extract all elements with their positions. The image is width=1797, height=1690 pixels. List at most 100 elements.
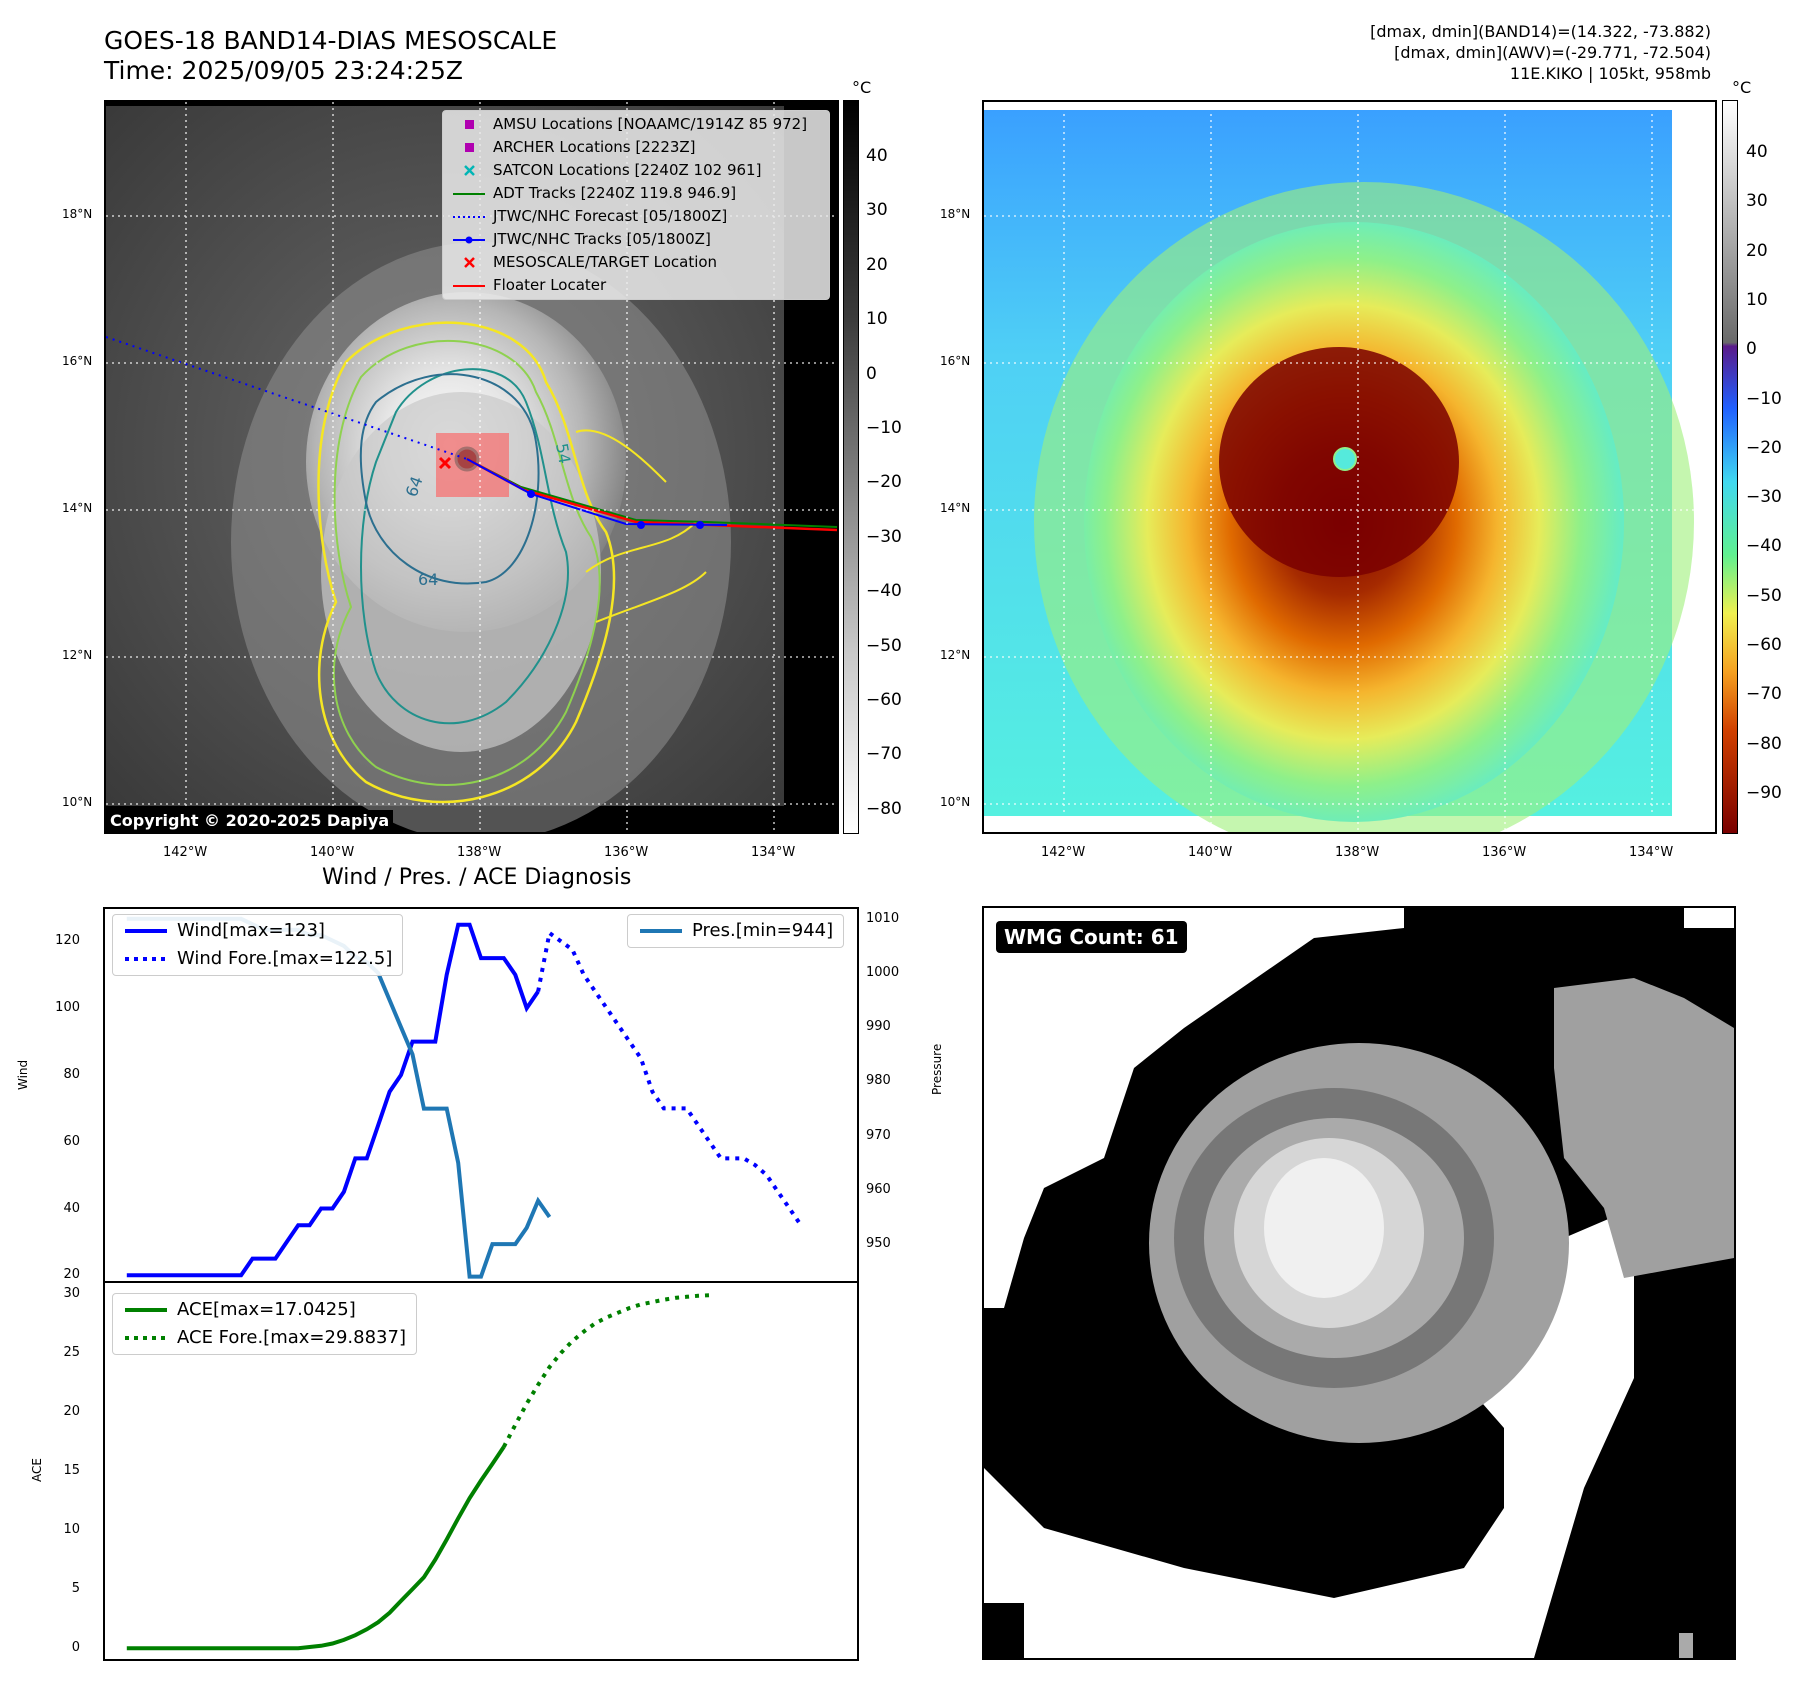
series-line-1	[536, 929, 803, 1227]
y-tick-label: 10	[63, 1522, 80, 1538]
y-tick-label: 80	[63, 1066, 80, 1082]
colorbar-tick-label: −80	[866, 798, 902, 819]
legend-item-satcon: SATCON Locations [2240Z 102 961]	[443, 159, 829, 182]
pressure-legend: Pres.[min=944]	[627, 914, 845, 948]
colorbar-tick-label: 0	[1746, 339, 1757, 360]
legend-wind: Wind[max=123]	[113, 917, 402, 945]
colorbar-tick-label: −40	[1746, 536, 1782, 557]
colorbar-tick-label: −10	[1746, 388, 1782, 409]
colorbar-unit: °C	[1732, 78, 1752, 97]
ace-series-line-1	[502, 1293, 710, 1448]
lon-label: 136°W	[1482, 845, 1527, 860]
legend-pressure: Pres.[min=944]	[628, 917, 843, 945]
dotted-line-icon	[453, 216, 485, 218]
y-tick-label: 1010	[866, 910, 900, 926]
colorbar-tick-label: 10	[866, 309, 888, 330]
colorbar-tick-label: −80	[1746, 733, 1782, 754]
colorbar-tick-label: −40	[866, 581, 902, 602]
band14-range: [dmax, dmin](BAND14)=(14.322, -73.882)	[1370, 22, 1711, 41]
x-marker-icon	[464, 257, 475, 268]
legend-item-archer: ARCHER Locations [2223Z]	[443, 136, 829, 159]
ir-colorbar	[843, 100, 859, 834]
line-icon	[453, 193, 485, 195]
colorbar-tick-label: −60	[1746, 635, 1782, 655]
lon-label: 134°W	[1629, 845, 1674, 860]
wmg-panel	[982, 906, 1736, 1660]
lon-label: 138°W	[457, 845, 502, 860]
colorbar-tick-label: −20	[1746, 437, 1782, 458]
y-tick-label: 0	[71, 1640, 80, 1656]
y-tick-label: 25	[63, 1344, 80, 1360]
x-marker-icon	[464, 165, 475, 176]
lon-label: 134°W	[751, 845, 796, 860]
y-tick-label: 15	[63, 1463, 80, 1478]
legend-item-adt: ADT Tracks [2240Z 119.8 946.9]	[443, 182, 829, 205]
y-tick-label: 980	[866, 1073, 891, 1089]
product-title: GOES-18 BAND14-DIAS MESOSCALE	[104, 26, 558, 55]
y-tick-label: 20	[63, 1267, 80, 1283]
wind-axis-label: Wind	[16, 1059, 30, 1090]
line-dot-icon	[453, 236, 485, 244]
lat-label: 18°N	[62, 207, 93, 221]
legend-item-forecast: JTWC/NHC Forecast [05/1800Z]	[443, 205, 829, 228]
dotted-line-icon	[125, 1336, 167, 1340]
lat-label: 18°N	[940, 207, 971, 221]
lat-label: 12°N	[940, 648, 971, 662]
y-tick-label: 970	[866, 1127, 891, 1143]
line-icon	[125, 1308, 167, 1312]
lat-label: 14°N	[62, 501, 93, 515]
legend-ace-forecast: ACE Fore.[max=29.8837]	[113, 1324, 416, 1352]
contour-label: 54	[552, 441, 575, 466]
wind-legend: Wind[max=123] Wind Fore.[max=122.5]	[112, 914, 404, 976]
colorbar-tick-label: 40	[866, 146, 888, 166]
y-tick-label: 60	[63, 1133, 80, 1149]
awv-colorbar	[1722, 100, 1738, 834]
colorbar-tick-label: −50	[866, 635, 902, 656]
lon-label: 142°W	[163, 845, 208, 860]
y-tick-label: 20	[63, 1403, 80, 1419]
line-icon	[453, 285, 485, 287]
line-icon	[640, 929, 682, 933]
square-marker-icon	[465, 143, 474, 152]
colorbar-tick-label: −10	[866, 418, 902, 438]
legend-item-amsu: AMSU Locations [NOAAMC/1914Z 85 972]	[443, 113, 829, 136]
lat-label: 10°N	[940, 795, 971, 809]
y-tick-label: 5	[71, 1581, 80, 1597]
lon-label: 142°W	[1041, 845, 1086, 860]
lat-label: 10°N	[62, 795, 93, 809]
colorbar-tick-label: 20	[1746, 240, 1768, 261]
y-tick-label: 30	[63, 1285, 80, 1301]
pressure-axis-label: Pressure	[930, 1043, 944, 1095]
colorbar-tick-label: 30	[866, 200, 888, 221]
y-tick-label: 960	[866, 1181, 891, 1197]
colorbar-tick-label: −60	[866, 690, 902, 710]
legend-ace: ACE[max=17.0425]	[113, 1296, 416, 1324]
lon-label: 140°W	[1188, 845, 1233, 860]
lon-label: 138°W	[1335, 845, 1380, 860]
colorbar-tick-label: 20	[866, 254, 888, 275]
series-line-0	[126, 922, 540, 1278]
legend-item-floater: Floater Locater	[443, 274, 829, 297]
awv-enhanced-map	[982, 100, 1717, 834]
lon-label: 140°W	[310, 845, 355, 860]
product-time: Time: 2025/09/05 23:24:25Z	[104, 56, 463, 85]
colorbar-tick-label: −30	[866, 526, 902, 547]
legend-item-target: MESOSCALE/TARGET Location	[443, 251, 829, 274]
lat-label: 16°N	[62, 354, 93, 368]
lat-label: 12°N	[62, 648, 93, 662]
lat-label: 14°N	[940, 501, 971, 515]
colorbar-unit: °C	[852, 78, 872, 97]
ace-series-line-0	[126, 1445, 506, 1651]
storm-info: 11E.KIKO | 105kt, 958mb	[1509, 64, 1711, 83]
wmg-count-badge: WMG Count: 61	[996, 921, 1187, 953]
line-icon	[125, 929, 167, 933]
awv-range: [dmax, dmin](AWV)=(-29.771, -72.504)	[1394, 43, 1711, 62]
y-tick-label: 100	[55, 1000, 80, 1016]
ace-legend: ACE[max=17.0425] ACE Fore.[max=29.8837]	[112, 1293, 417, 1355]
square-marker-icon	[465, 120, 474, 129]
map-legend: AMSU Locations [NOAAMC/1914Z 85 972] ARC…	[442, 110, 830, 300]
copyright-label: Copyright © 2020-2025 Dapiya	[106, 810, 394, 831]
dotted-line-icon	[125, 957, 167, 961]
colorbar-tick-label: −30	[1746, 487, 1782, 508]
legend-item-tracks: JTWC/NHC Tracks [05/1800Z]	[443, 228, 829, 251]
